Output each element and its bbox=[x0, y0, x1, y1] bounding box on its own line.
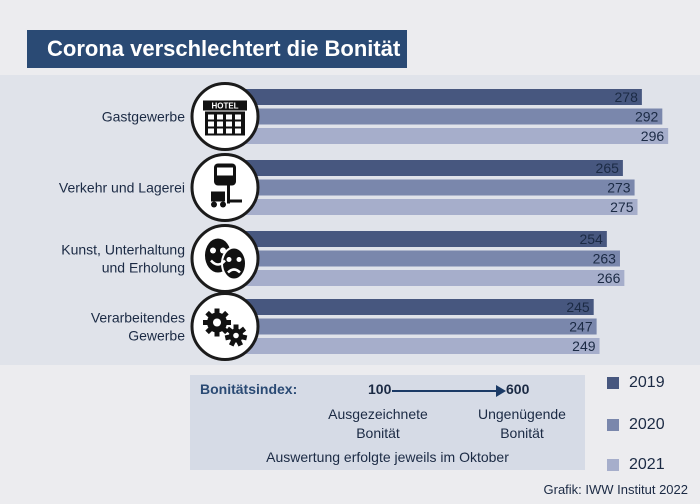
bar-2019-3 bbox=[236, 299, 594, 315]
legend-swatch-2021 bbox=[607, 459, 619, 471]
data-label-2020-0: 292 bbox=[635, 109, 659, 125]
legend-label-2021: 2021 bbox=[629, 456, 665, 473]
index-start-description: Ausgezeichnete Bonität bbox=[318, 405, 438, 443]
svg-text:HOTEL: HOTEL bbox=[211, 102, 238, 111]
data-label-2021-3: 249 bbox=[572, 338, 596, 354]
data-label-2021-2: 266 bbox=[597, 270, 621, 286]
data-label-2021-0: 296 bbox=[641, 128, 665, 144]
bar-2021-0 bbox=[236, 128, 669, 144]
data-label-2021-1: 275 bbox=[610, 199, 634, 215]
data-label-2019-3: 245 bbox=[566, 299, 590, 315]
bar-2020-1 bbox=[236, 179, 635, 196]
index-end-desc-line1: Ungenügende bbox=[478, 406, 566, 422]
arrow-right-icon bbox=[496, 385, 506, 397]
index-arrow bbox=[392, 390, 500, 392]
category-label-2: und Erholung bbox=[102, 260, 185, 276]
theater-masks-icon-glyph bbox=[205, 238, 247, 281]
index-end-description: Ungenügende Bonität bbox=[462, 405, 582, 443]
data-label-2019-0: 278 bbox=[615, 89, 639, 105]
gears-icon-glyph bbox=[203, 308, 248, 347]
category-label-2: Kunst, Unterhaltung bbox=[61, 242, 185, 258]
index-label: Bonitätsindex: bbox=[200, 381, 298, 397]
legend-item-2021: 2021 bbox=[607, 456, 665, 474]
data-label-2020-2: 263 bbox=[593, 251, 617, 267]
index-box bbox=[190, 375, 585, 470]
index-start-value: 100 bbox=[368, 381, 392, 397]
data-label-2020-1: 273 bbox=[607, 180, 631, 196]
legend-item-2020: 2020 bbox=[607, 416, 665, 434]
bar-2020-0 bbox=[236, 108, 663, 125]
bar-2019-1 bbox=[236, 160, 623, 176]
bar-2021-3 bbox=[236, 338, 600, 354]
legend-item-2019: 2019 bbox=[607, 374, 665, 392]
chart-title: Corona verschlechtert die Bonität bbox=[27, 30, 407, 68]
legend-swatch-2019 bbox=[607, 377, 619, 389]
hotel-icon-glyph: HOTEL bbox=[203, 100, 247, 136]
bar-2021-1 bbox=[236, 199, 638, 215]
index-start-desc-line1: Ausgezeichnete bbox=[328, 406, 428, 422]
legend-swatch-2020 bbox=[607, 419, 619, 431]
data-label-2019-2: 254 bbox=[579, 231, 603, 247]
source-credit: Grafik: IWW Institut 2022 bbox=[543, 482, 689, 497]
bar-2019-0 bbox=[236, 89, 642, 105]
bus-forklift-icon bbox=[190, 153, 260, 222]
bar-2020-3 bbox=[236, 318, 597, 335]
data-label-2019-1: 265 bbox=[596, 160, 620, 176]
data-label-2020-3: 247 bbox=[569, 319, 593, 335]
index-end-value: 600 bbox=[506, 381, 530, 397]
category-label-3: Gewerbe bbox=[128, 328, 185, 344]
index-end-desc-line2: Bonität bbox=[500, 425, 544, 441]
bus-forklift-icon-glyph bbox=[211, 163, 242, 208]
category-label-3: Verarbeitendes bbox=[91, 310, 185, 326]
bar-2021-2 bbox=[236, 270, 625, 286]
bar-2020-2 bbox=[236, 250, 620, 267]
index-note: Auswertung erfolgte jeweils im Oktober bbox=[266, 449, 509, 465]
category-label-1: Verkehr und Lagerei bbox=[59, 180, 185, 196]
bar-2019-2 bbox=[236, 231, 607, 247]
category-label-0: Gastgewerbe bbox=[102, 109, 185, 125]
index-start-desc-line2: Bonität bbox=[356, 425, 400, 441]
legend-label-2020: 2020 bbox=[629, 416, 665, 433]
legend-label-2019: 2019 bbox=[629, 374, 665, 391]
